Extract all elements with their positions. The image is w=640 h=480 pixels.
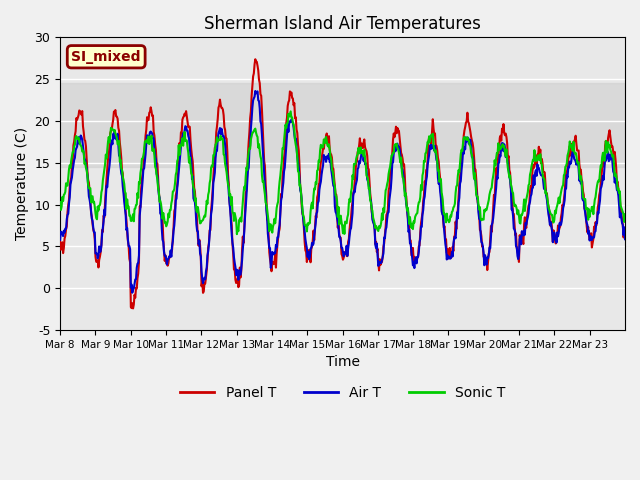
Bar [60,84,625,167]
X-axis label: Time: Time [326,355,360,369]
Legend: Panel T, Air T, Sonic T: Panel T, Air T, Sonic T [174,380,511,405]
Text: SI_mixed: SI_mixed [72,50,141,64]
Y-axis label: Temperature (C): Temperature (C) [15,127,29,240]
Title: Sherman Island Air Temperatures: Sherman Island Air Temperatures [204,15,481,33]
